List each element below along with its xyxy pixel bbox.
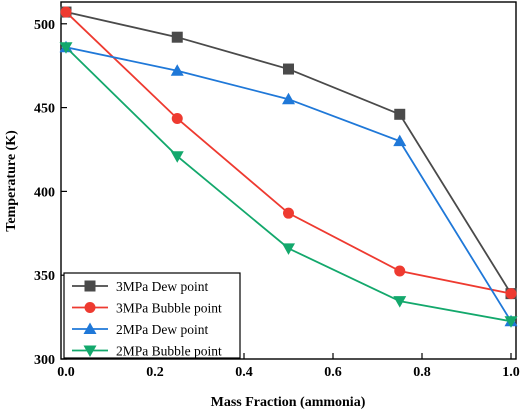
y-tick-label: 500	[34, 18, 55, 33]
data-point	[393, 134, 407, 147]
x-tick-label: 0.2	[146, 365, 164, 380]
x-tick-label: 1.0	[502, 365, 520, 380]
data-point	[170, 151, 184, 163]
y-tick-label: 400	[34, 185, 55, 200]
legend-label: 3MPa Dew point	[116, 279, 208, 294]
legend-marker	[84, 280, 96, 292]
data-point	[171, 31, 183, 43]
legend-label: 2MPa Dew point	[116, 322, 208, 337]
data-point	[394, 108, 406, 120]
data-point	[282, 92, 295, 105]
series-2	[60, 6, 517, 300]
data-point	[393, 296, 407, 308]
data-point	[283, 207, 294, 219]
y-tick-label: 350	[34, 269, 55, 284]
data-point	[60, 6, 72, 18]
data-point	[394, 265, 406, 277]
y-axis-title: Temperature (K)	[4, 130, 19, 232]
series-4	[59, 42, 518, 328]
y-tick-label: 450	[34, 102, 55, 117]
data-point	[59, 42, 73, 54]
data-point	[170, 64, 184, 76]
x-axis-title: Mass Fraction (ammonia)	[211, 395, 366, 410]
x-tick-label: 0.8	[413, 365, 431, 380]
x-tick-label: 0.6	[324, 365, 342, 380]
y-axis: 300 350 400 450 500	[34, 18, 67, 368]
x-tick-label: 0.0	[57, 365, 75, 380]
legend-marker	[83, 322, 97, 334]
data-point	[283, 63, 294, 75]
data-point	[282, 243, 295, 255]
series-layer	[59, 6, 518, 328]
x-axis: 0.0 0.2 0.4 0.6 0.8 1.0	[57, 353, 520, 380]
data-point	[505, 288, 517, 300]
legend: 3MPa Dew point 3MPa Bubble point 2MPa Dew …	[63, 272, 241, 359]
legend-marker	[83, 345, 97, 357]
data-point	[504, 316, 518, 328]
data-point	[171, 112, 183, 124]
x-tick-label: 0.4	[235, 365, 253, 380]
legend-label: 3MPa Bubble point	[116, 301, 222, 316]
legend-marker	[84, 302, 96, 313]
legend-label: 2MPa Bubble point	[116, 344, 222, 359]
y-tick-label: 300	[34, 353, 55, 368]
